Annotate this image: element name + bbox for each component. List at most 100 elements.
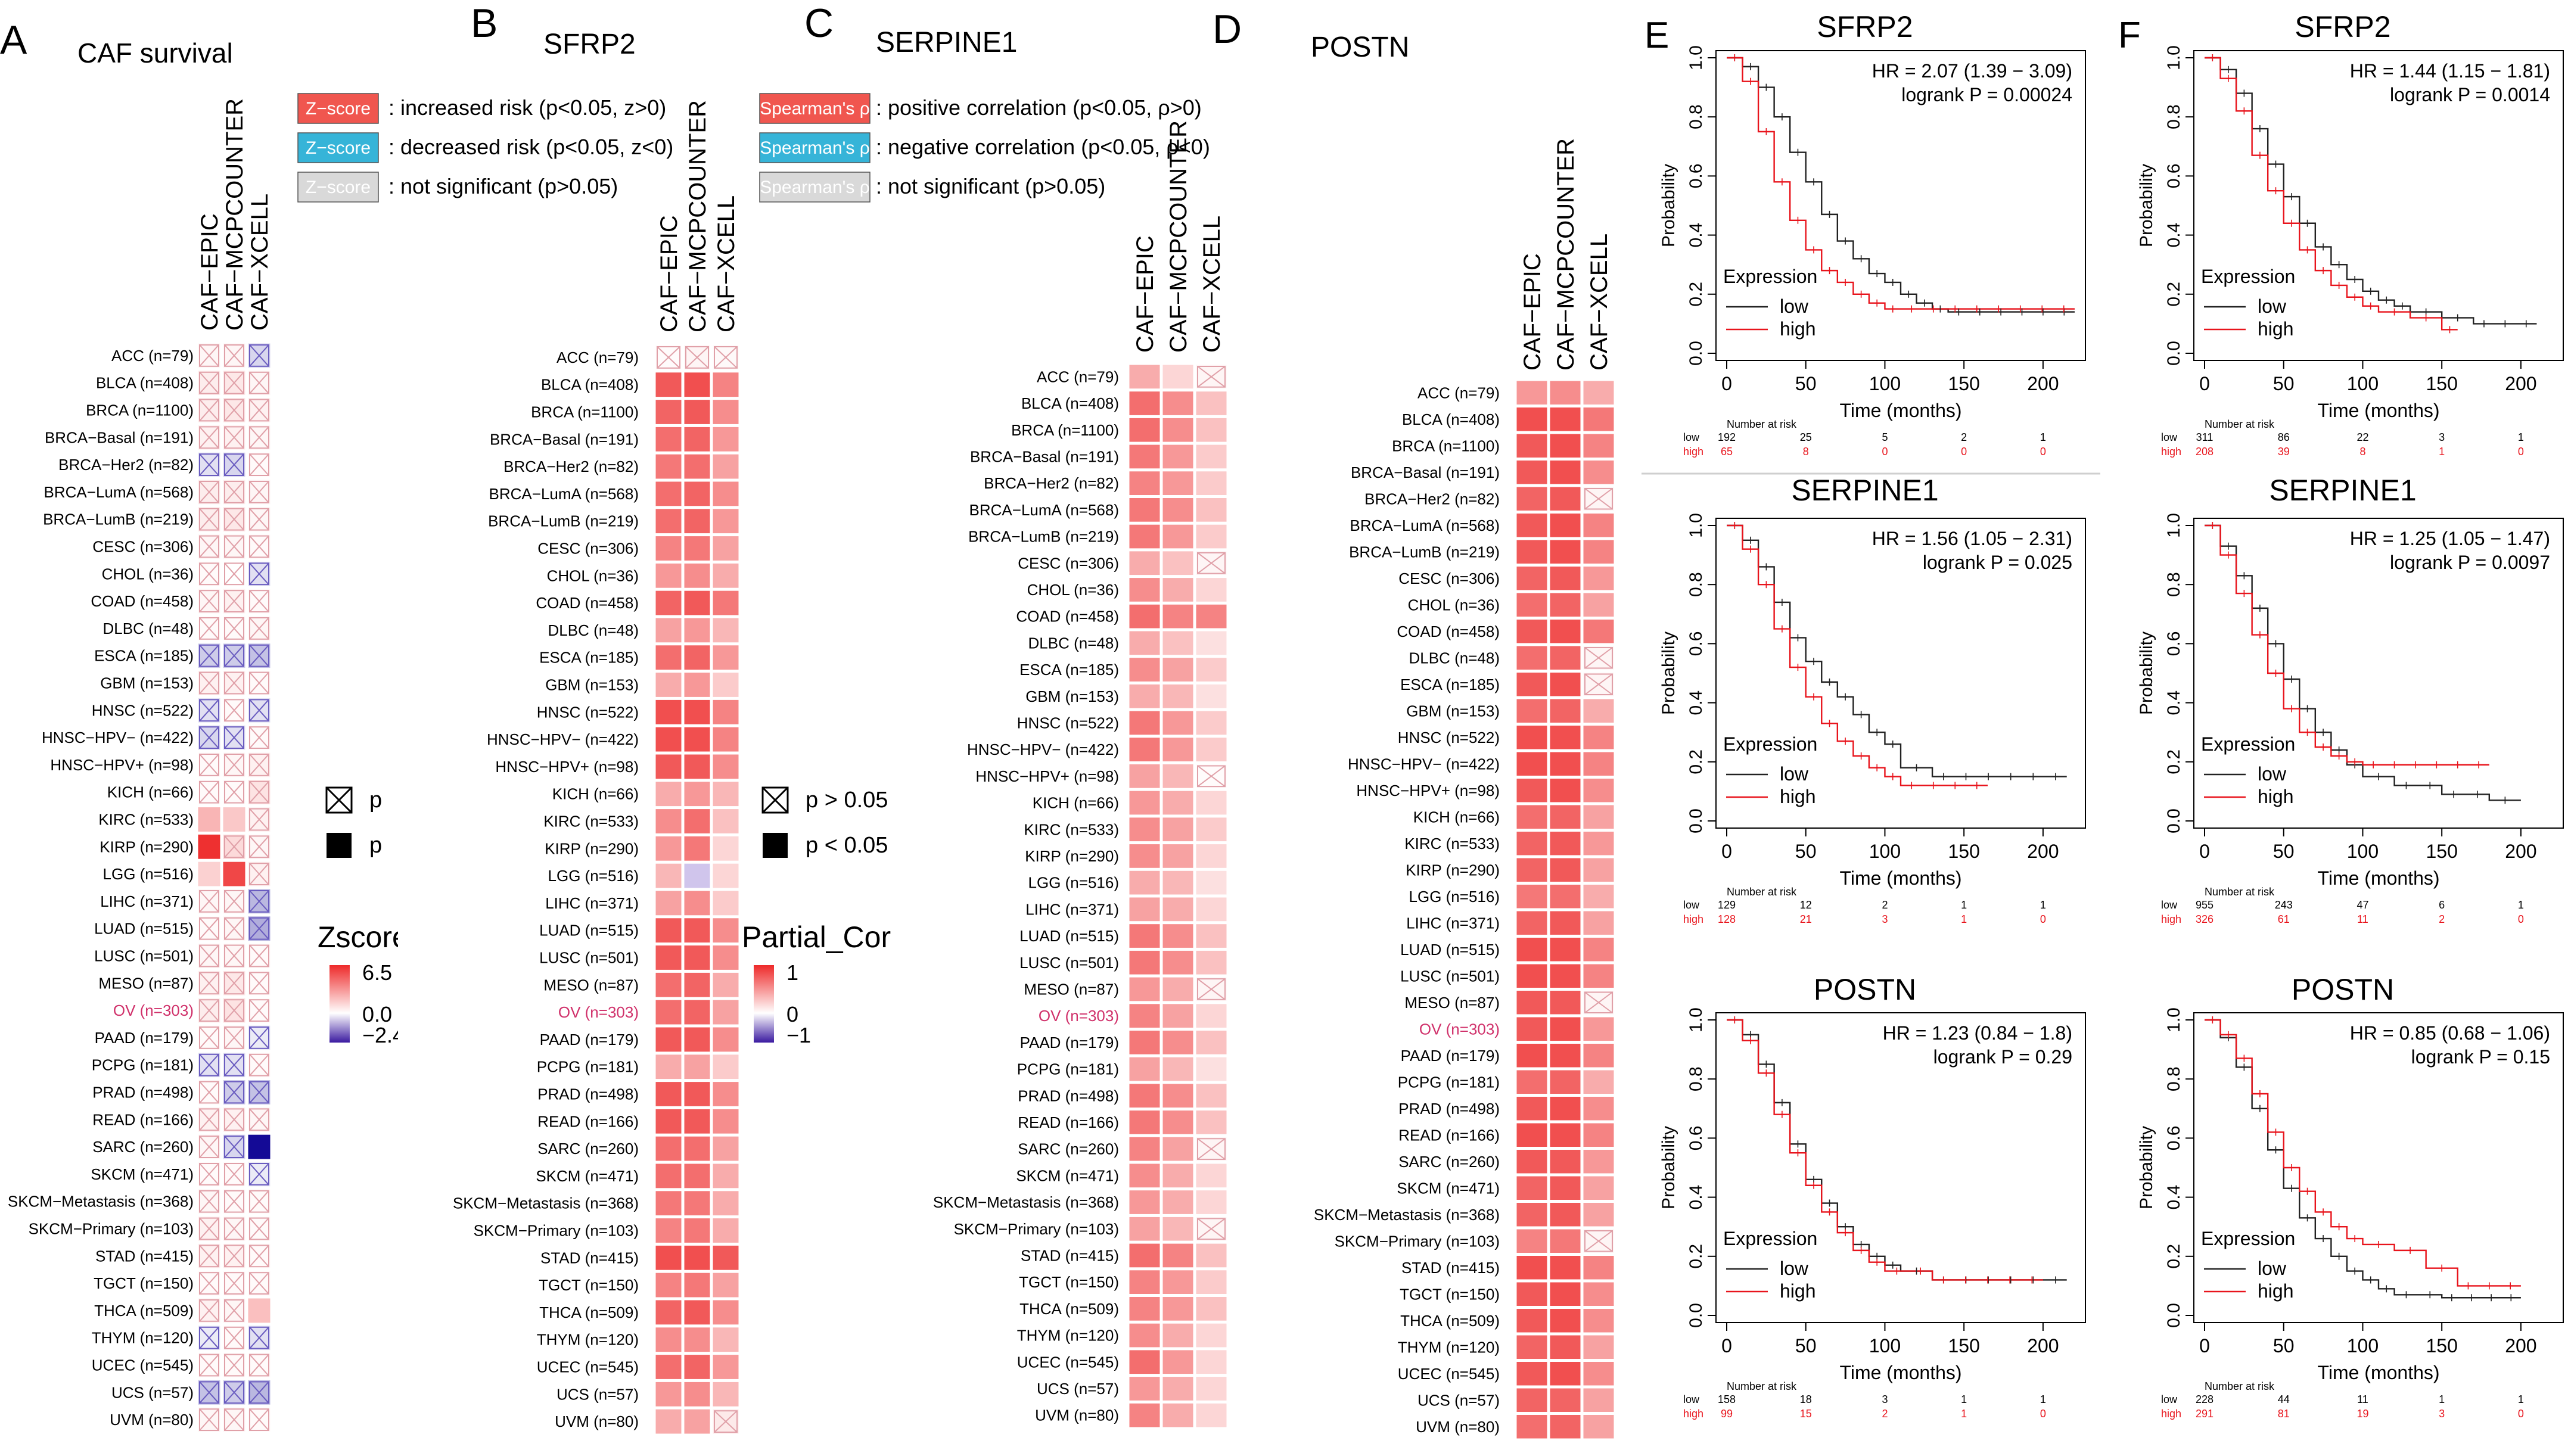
nonsig-cross: [199, 1108, 219, 1131]
heatmap-cell: [1161, 1376, 1195, 1402]
at-risk-high: 2: [2439, 913, 2445, 925]
nonsig-box: [224, 617, 244, 640]
x-tick-label: 150: [1948, 841, 1979, 862]
nonsig-cross: [1584, 1230, 1613, 1252]
nonsig-box: [249, 863, 269, 885]
y-tick-label: 1.0: [2164, 1007, 2184, 1032]
nonsig-box: [224, 399, 244, 422]
heatmap-cell: [654, 1244, 683, 1271]
x-tick-label: 200: [2505, 373, 2536, 394]
nonsig-box: [249, 617, 269, 640]
heatmap-cell: [683, 1299, 711, 1326]
heatmap-cell: [654, 808, 683, 835]
heatmap-cell: [1582, 459, 1615, 486]
row-label: HNSC−HPV+ (n=98): [1356, 782, 1500, 799]
row-label: HNSC−HPV+ (n=98): [50, 756, 194, 774]
at-risk-high: 0: [2518, 1408, 2524, 1420]
nonsig-box: [224, 999, 244, 1022]
heatmap-cell: [1549, 1016, 1582, 1042]
heatmap-cell: [711, 1354, 740, 1380]
heatmap-cell: [683, 453, 711, 480]
heatmap-cell: [711, 1053, 740, 1081]
heatmap-cell: [1195, 1402, 1228, 1429]
heatmap-cell: [1195, 1296, 1228, 1322]
row-label: UCS (n=57): [111, 1383, 194, 1401]
heatmap-cell: [1128, 497, 1161, 523]
heatmap-cell: [683, 1326, 711, 1354]
nonsig-box: [199, 453, 219, 477]
nonsig-box: [224, 453, 244, 477]
heatmap-cell: [1515, 671, 1549, 698]
heatmap-cell: [1128, 1242, 1161, 1269]
at-risk-high: 326: [2196, 913, 2214, 925]
nonsig-cross: [249, 617, 269, 640]
heatmap-cell: [1195, 1162, 1228, 1189]
x-tick-label: 200: [2027, 373, 2059, 394]
nonsig-box: [199, 508, 219, 531]
heatmap-cell: [711, 1026, 740, 1053]
row-label: GBM (n=153): [1025, 687, 1119, 705]
column-label: CAF−XCELL: [1586, 234, 1612, 371]
heatmap-cell: [1161, 577, 1195, 603]
heatmap-cell: [1582, 1016, 1615, 1042]
heatmap-cell: [1549, 751, 1582, 777]
nonsig-cross: [224, 344, 244, 367]
km-title: SFRP2: [2295, 10, 2390, 43]
heatmap-cell: [654, 1326, 683, 1354]
row-label: ACC (n=79): [1417, 384, 1500, 402]
row-label: SKCM (n=471): [1397, 1179, 1500, 1197]
row-label: OV (n=303): [113, 1001, 194, 1019]
x-tick-label: 100: [2347, 1335, 2379, 1357]
row-label: KICH (n=66): [552, 785, 639, 803]
legend-nonsig-text: p: [369, 788, 382, 813]
heatmap-cell: [1128, 363, 1161, 390]
heatmap-cell: [654, 1081, 683, 1107]
nonsig-box: [714, 346, 738, 369]
heatmap-cell: [711, 589, 740, 617]
nonsig-cross: [199, 344, 219, 367]
heatmap-cell: [1582, 857, 1615, 883]
nonsig-cross: [224, 562, 244, 585]
y-tick-label: 0.8: [1686, 572, 1706, 597]
heatmap-cell: [654, 862, 683, 889]
heatmap-cell: [1128, 1269, 1161, 1296]
row-label: ACC (n=79): [557, 349, 639, 366]
row-label: UCS (n=57): [557, 1385, 639, 1403]
legend-description: : increased risk (p<0.05, z>0): [388, 95, 666, 120]
row-label: KIRP (n=290): [1025, 847, 1119, 865]
nonsig-box: [714, 1410, 738, 1433]
heatmap-cell: [1128, 630, 1161, 657]
km-plot-2: SERPINE1 0.0 0.2 0.4 0.6 0.8 1.0 0 50 100 150 200 Ti…: [1659, 474, 2086, 925]
legend-nonsig-marker: [761, 786, 789, 814]
nonsig-cross: [199, 481, 219, 503]
heatmap-cell: [711, 1162, 740, 1190]
heatmap-cell: [683, 917, 711, 944]
row-label: STAD (n=415): [95, 1247, 194, 1265]
heatmap-cell: [683, 1081, 711, 1107]
heatmap-cell: [1515, 1202, 1549, 1228]
at-risk-title: Number at risk: [1727, 1380, 1797, 1392]
nonsig-box: [249, 508, 269, 531]
nonsig-box: [199, 1190, 219, 1213]
nonsig-box: [224, 1245, 244, 1268]
nonsig-box: [199, 399, 219, 422]
nonsig-box: [199, 1108, 219, 1131]
column-label: CAF−EPIC: [1519, 253, 1546, 371]
y-tick-label: 0.2: [2164, 282, 2184, 307]
row-label: ESCA (n=185): [539, 649, 639, 667]
nonsig-cross: [224, 944, 244, 967]
y-tick-label: 0.6: [2164, 631, 2184, 657]
y-tick-label: 0.6: [1686, 1126, 1706, 1151]
heatmap-cell: [1549, 512, 1582, 539]
heatmap-cell: [711, 644, 740, 671]
heatmap-cell: [1128, 470, 1161, 496]
at-risk-low: 18: [1800, 1393, 1812, 1405]
nonsig-box: [224, 890, 244, 913]
legend-badge: [297, 172, 379, 203]
y-axis-label: Probability: [2137, 631, 2156, 715]
row-label: KICH (n=66): [1033, 794, 1119, 812]
heatmap-cell: [654, 480, 683, 508]
heatmap-cell: [1195, 683, 1228, 710]
heatmap-cell: [1582, 1175, 1615, 1201]
